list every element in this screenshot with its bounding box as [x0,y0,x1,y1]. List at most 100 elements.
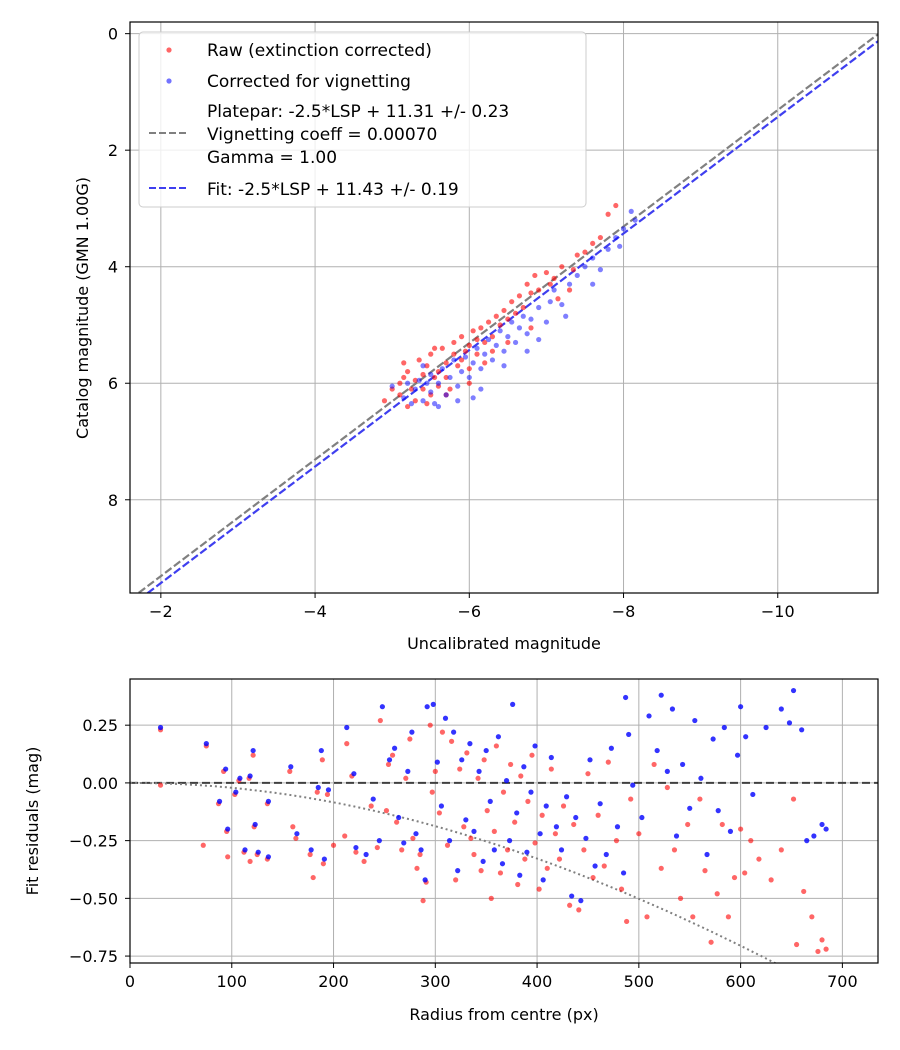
bottom-raw-point [601,863,607,869]
top-corrected-point [528,316,534,322]
bottom-raw-point [287,768,293,774]
bottom-corrected-point [646,713,652,719]
top-corrected-point [474,345,480,351]
bottom-raw-point [353,849,359,855]
bottom-corrected-point [587,757,593,763]
top-raw-point [570,267,577,273]
top-corrected-point [493,342,499,348]
top-raw-point [613,202,619,209]
top-corrected-point [485,336,492,343]
bottom-raw-point [731,874,738,881]
bottom-corrected-point [157,724,164,731]
legend-label-vignetting: Vignetting coeff = 0.00070 [207,125,437,145]
bottom-corrected-point [623,694,629,701]
top-raw-point [397,380,403,386]
bottom-corrected-point [799,727,805,733]
bottom-corrected-point [396,814,402,821]
bottom-corrected-point [514,810,520,816]
top-raw-point [466,380,472,386]
top-corrected-point [458,368,465,375]
bottom-corrected-point [250,747,256,754]
top-line-fit [145,40,878,593]
top-raw-point [474,351,480,357]
legend-box [138,31,587,208]
top-raw-point [590,240,596,247]
top-raw-point [401,360,407,366]
top-corrected-point [443,392,449,398]
top-raw-point [497,322,503,328]
bottom-corrected-point [692,717,698,724]
top-raw-point [397,392,403,398]
bottom-corrected-point [639,814,645,821]
bottom-raw-point [685,821,691,828]
bottom-raw-point [481,757,487,763]
bottom-x-tick-label: 700 [827,972,858,991]
legend-label-gamma: Gamma = 1.00 [207,148,337,168]
top-legend: Raw (extinction corrected) Corrected for… [138,31,587,208]
bottom-raw-point [658,865,664,871]
bottom-corrected-point [363,851,369,858]
top-corrected-point [516,325,523,331]
bottom-raw-point [225,854,231,860]
bottom-corrected-point [409,729,415,735]
bottom-corrected-point [664,768,670,774]
top-raw-series [381,202,619,410]
bottom-raw-point [518,773,524,779]
bottom-corrected-point [353,844,359,851]
top-raw-point [489,334,496,340]
top-corrected-point [478,366,484,372]
bottom-raw-point [778,847,784,853]
bottom-raw-point [500,789,507,795]
top-raw-point [551,275,557,281]
bottom-x-axis-label: Radius from centre (px) [409,1005,598,1024]
bottom-raw-point [790,796,797,802]
top-corrected-point [613,234,619,241]
top-corrected-point [466,374,472,381]
bottom-raw-point [374,844,380,851]
bottom-corrected-point [727,828,734,834]
bottom-raw-point [504,847,511,853]
bottom-raw-point [719,821,725,828]
bottom-raw-point [389,752,396,758]
bottom-raw-point [497,870,504,876]
top-raw-point [424,401,430,407]
bottom-raw-point [429,789,435,795]
bottom-corrected-point [763,724,769,731]
top-raw-point [443,360,449,366]
bottom-raw-point [468,835,474,841]
top-corrected-point [566,281,573,287]
bottom-raw-point [453,877,459,883]
bottom-raw-point [532,840,538,846]
top-raw-point [474,336,480,343]
bottom-raw-point [414,865,420,871]
top-raw-point [447,386,453,392]
bottom-corrected-point [532,743,538,749]
bottom-plot-frame [129,678,879,964]
bottom-raw-point [690,914,696,920]
top-raw-point [605,211,611,217]
bottom-corrected-point [391,745,398,751]
bottom-raw-point [697,796,703,802]
top-corrected-point [547,299,553,305]
top-corrected-point [455,398,461,404]
bottom-raw-point [651,761,657,768]
top-corrected-point [455,383,461,389]
bottom-corrected-point [710,736,716,742]
top-corrected-point [551,287,557,293]
bottom-corrected-point [491,847,497,853]
bottom-corrected-point [480,858,486,865]
bottom-raw-point [742,870,748,876]
bottom-plot: 0 100 200 300 400 500 600 700 0.25 0.00 −0.25 −0.5… [23,678,879,1024]
bottom-raw-point [368,803,374,809]
bottom-raw-point [636,831,642,837]
top-corrected-point [497,328,503,334]
bottom-corrected-point [315,784,321,791]
bottom-raw-point [522,856,528,862]
top-corrected-point [462,354,469,360]
bottom-raw-point [529,752,535,758]
bottom-corrected-point [597,801,603,807]
bottom-corrected-point [379,704,385,710]
bottom-raw-point [702,868,708,874]
bottom-corrected-point [463,817,469,823]
bottom-raw-point [624,918,630,925]
